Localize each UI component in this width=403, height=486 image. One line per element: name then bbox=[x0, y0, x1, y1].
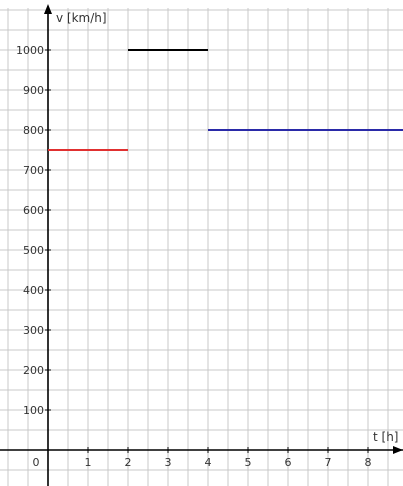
data-series bbox=[48, 49, 403, 151]
y-tick-label: 200 bbox=[23, 364, 44, 377]
y-tick-label: 500 bbox=[23, 244, 44, 257]
y-tick-label: 100 bbox=[23, 404, 44, 417]
y-tick-label: 900 bbox=[23, 84, 44, 97]
y-tick-label: 800 bbox=[23, 124, 44, 137]
x-tick-label: 5 bbox=[245, 456, 252, 469]
y-tick-label: 400 bbox=[23, 284, 44, 297]
x-tick-label: 1 bbox=[85, 456, 92, 469]
y-tick-label: 600 bbox=[23, 204, 44, 217]
x-axis-label: t [h] bbox=[373, 430, 399, 444]
grid bbox=[0, 8, 403, 486]
y-axis-label: v [km/h] bbox=[56, 11, 107, 25]
y-axis-arrow bbox=[44, 4, 52, 14]
x-tick-label: 0 bbox=[33, 456, 40, 469]
x-axis-arrow bbox=[393, 446, 403, 454]
x-tick-label: 7 bbox=[325, 456, 332, 469]
x-tick-label: 3 bbox=[165, 456, 172, 469]
x-tick-label: 8 bbox=[365, 456, 372, 469]
x-tick-label: 2 bbox=[125, 456, 132, 469]
y-tick-label: 1000 bbox=[16, 44, 44, 57]
y-tick-label: 300 bbox=[23, 324, 44, 337]
tick-labels: 100 200 300 400 500 600 700 800 900 1000 0 1 2 3 4 5 6 7 8 bbox=[16, 44, 372, 469]
x-tick-label: 4 bbox=[205, 456, 212, 469]
axes bbox=[0, 4, 403, 486]
x-tick-label: 6 bbox=[285, 456, 292, 469]
y-tick-label: 700 bbox=[23, 164, 44, 177]
